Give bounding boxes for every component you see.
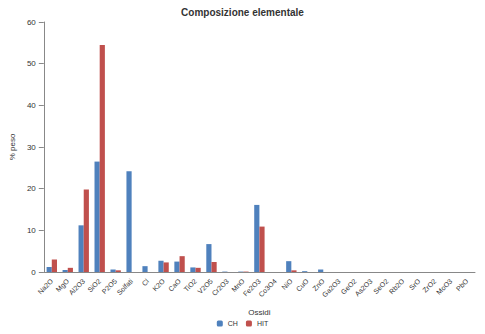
- svg-text:60: 60: [27, 18, 36, 27]
- svg-text:Ossidi: Ossidi: [248, 308, 270, 317]
- svg-text:Cr2O3: Cr2O3: [210, 277, 230, 297]
- svg-text:P2O5: P2O5: [100, 277, 119, 296]
- svg-text:GeO2: GeO2: [339, 277, 358, 296]
- svg-text:NiO: NiO: [280, 277, 294, 291]
- svg-text:Co3O4: Co3O4: [257, 277, 278, 298]
- svg-text:K2O: K2O: [151, 277, 166, 292]
- svg-text:TiO2: TiO2: [182, 277, 198, 293]
- svg-text:50: 50: [27, 59, 36, 68]
- svg-text:MnO: MnO: [230, 277, 246, 294]
- svg-text:% peso: % peso: [8, 133, 17, 160]
- svg-text:SrO: SrO: [408, 277, 422, 291]
- svg-text:PbO: PbO: [455, 277, 470, 292]
- svg-text:ZnO: ZnO: [311, 277, 326, 293]
- svg-text:30: 30: [27, 143, 36, 152]
- svg-text:ZrO2: ZrO2: [421, 277, 438, 294]
- svg-text:Solfati: Solfati: [115, 277, 134, 296]
- svg-text:CaO: CaO: [167, 277, 183, 293]
- svg-text:Al2O3: Al2O3: [68, 277, 87, 296]
- svg-text:HIT: HIT: [257, 320, 269, 327]
- svg-text:Cl: Cl: [140, 277, 150, 287]
- svg-text:40: 40: [27, 101, 36, 110]
- svg-text:CH: CH: [228, 320, 238, 327]
- svg-text:As2O3: As2O3: [354, 277, 374, 297]
- svg-text:Fe2O3: Fe2O3: [241, 277, 262, 298]
- svg-text:MoO3: MoO3: [435, 277, 453, 295]
- svg-text:Na2O: Na2O: [36, 277, 54, 295]
- svg-text:MgO: MgO: [54, 277, 71, 294]
- svg-text:20: 20: [27, 184, 36, 193]
- svg-text:SiO2: SiO2: [86, 277, 102, 293]
- svg-text:Ga2O3: Ga2O3: [321, 277, 342, 298]
- svg-text:Rb2O: Rb2O: [388, 277, 406, 295]
- svg-text:V2O5: V2O5: [196, 277, 214, 296]
- svg-text:CuO: CuO: [295, 277, 311, 293]
- svg-text:0: 0: [31, 268, 36, 277]
- svg-text:10: 10: [27, 226, 36, 235]
- svg-text:Composizione elementale: Composizione elementale: [181, 7, 304, 18]
- svg-text:SeO2: SeO2: [372, 277, 390, 295]
